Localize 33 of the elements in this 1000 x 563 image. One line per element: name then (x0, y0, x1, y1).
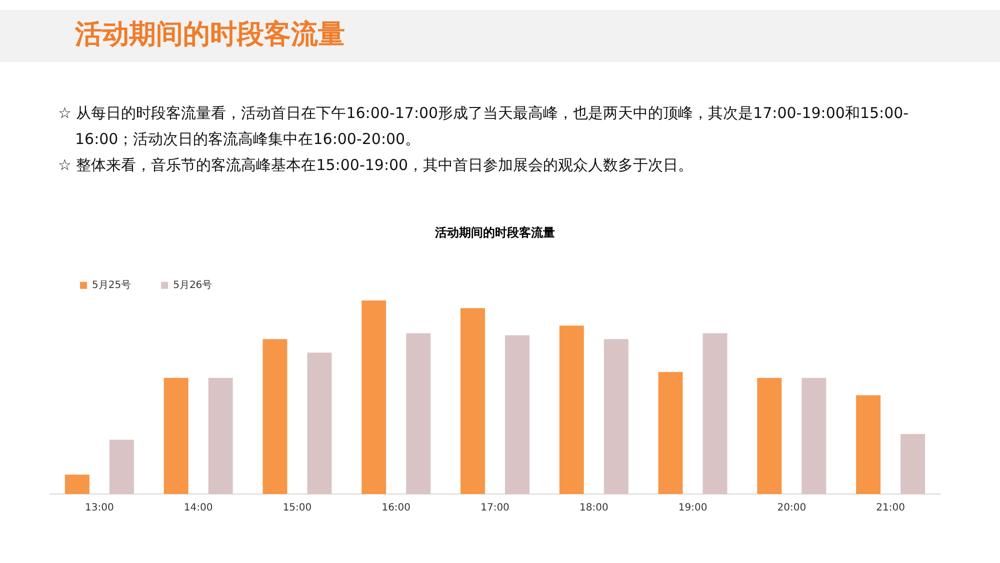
bar (262, 339, 288, 494)
legend-label: 5月26号 (173, 280, 212, 291)
bar (559, 326, 584, 494)
bar (702, 333, 728, 494)
bar (604, 339, 628, 494)
bar (208, 378, 233, 494)
x-tick-label: 14:00 (184, 502, 213, 514)
text: ☆ 从每日的时段客流量看，活动首日在下午16:00-17:00形成了当天最高峰，也是两天中的顶峰，其次是17:00-19:00和15:00-16:00；活动次日的客流高峰集中在16:00-20:00。 (58, 103, 910, 150)
x-tick-label: 20:00 (777, 502, 806, 514)
x-tick-label: 18:00 (579, 502, 608, 514)
bar (658, 372, 683, 494)
bar (307, 352, 332, 494)
bar (757, 378, 782, 494)
bar (109, 440, 134, 494)
bar (460, 308, 485, 494)
text: ☆ 整体来看，音乐节的客流高峰基本在15:00-19:00，其中首日参加展会的观众人数多于次日。 (58, 155, 694, 176)
x-tick-label: 16:00 (382, 502, 411, 514)
bar (505, 335, 530, 494)
chart-title: 活动期间的时段客流量 (75, 18, 345, 52)
chart-subtitle: 活动期间的时段客流量 (434, 225, 555, 240)
legend-label: 5月25号 (92, 280, 132, 291)
x-tick-label: 15:00 (282, 502, 312, 514)
bar (406, 333, 431, 494)
x-tick-label: 19:00 (678, 502, 708, 514)
bar (64, 474, 90, 494)
bar (164, 378, 188, 494)
bar (900, 434, 926, 494)
x-tick-label: 13:00 (85, 502, 114, 514)
bar (856, 395, 881, 494)
x-tick-label: 21:00 (876, 502, 905, 514)
x-tick-label: 17:00 (480, 502, 510, 514)
bar (802, 378, 826, 494)
bar (362, 300, 386, 494)
